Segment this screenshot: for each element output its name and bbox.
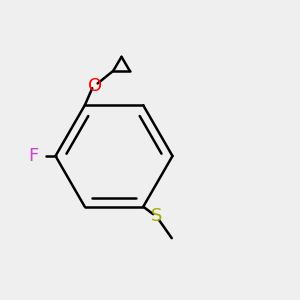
Text: S: S xyxy=(151,207,162,225)
Text: O: O xyxy=(88,77,102,95)
Text: F: F xyxy=(29,147,39,165)
